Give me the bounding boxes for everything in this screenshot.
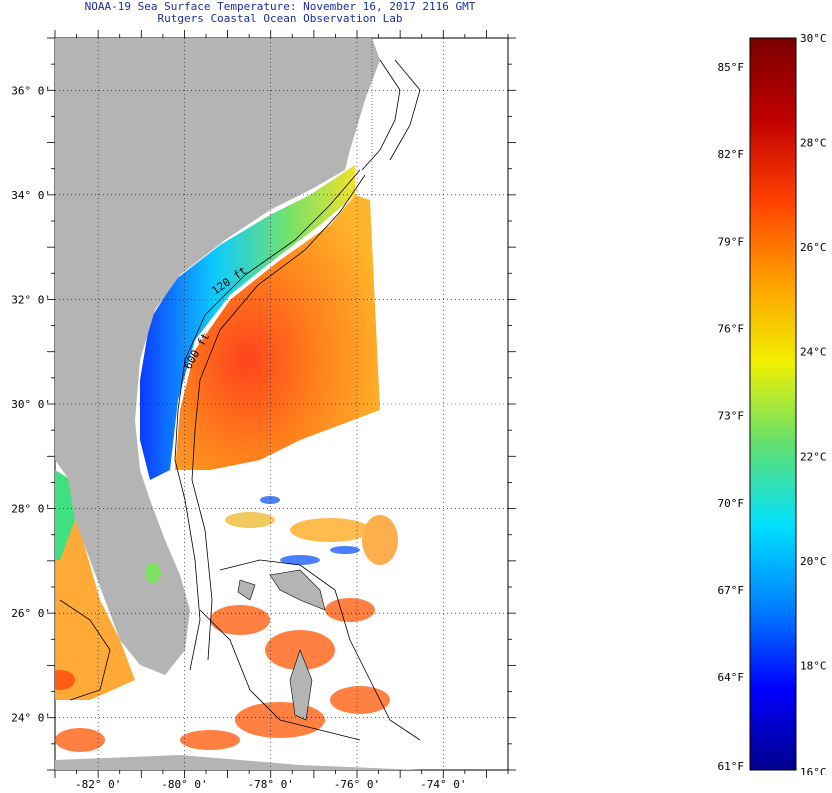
lon-label: -76° 0' (334, 778, 380, 791)
legend-celsius-label: 28°C (800, 137, 827, 150)
gulf-west-florida-water (55, 470, 135, 700)
legend-celsius-label: 18°C (800, 659, 827, 672)
legend-celsius-label: 16°C (800, 766, 827, 775)
lake-okeechobee (145, 563, 161, 583)
legend-fahrenheit-label: 67°F (718, 584, 745, 597)
legend-celsius-label: 26°C (800, 241, 827, 254)
lon-label: -74° 0' (420, 778, 466, 791)
lat-label: 32° 0' (11, 293, 51, 306)
map-subtitle: Rutgers Coastal Ocean Observation Lab (157, 12, 403, 25)
lat-label: 28° 0' (11, 503, 51, 516)
lon-label: -78° 0' (248, 778, 294, 791)
map-title: NOAA-19 Sea Surface Temperature: Novembe… (84, 0, 476, 13)
lat-label: 24° 0' (11, 712, 51, 725)
legend-colorbar (749, 37, 797, 771)
legend-fahrenheit-label: 70°F (718, 497, 745, 510)
axis-ticks (47, 30, 516, 778)
lat-label: 36° 0' (11, 84, 51, 97)
cuba-coast (55, 755, 420, 770)
legend-fahrenheit-label: 79°F (718, 235, 745, 248)
legend-celsius-label: 22°C (800, 450, 827, 463)
sst-map: 120 ft 600 ft 36° 0'34° 0'32° 0'30° 0'28… (11, 30, 516, 791)
temperature-legend: 85°F 82°F 79°F 76°F 73°F 70°F 67°F 64°F 61°F 30°… (718, 32, 827, 775)
legend-celsius-label: 30°C (800, 32, 827, 45)
bahamas-islands (237, 569, 326, 721)
legend-fahrenheit-label: 73°F (718, 410, 745, 423)
lon-label: -80° 0' (161, 778, 207, 791)
legend-fahrenheit-label: 82°F (718, 148, 745, 161)
legend-fahrenheit-label: 85°F (718, 61, 745, 74)
bathymetry-contours (59, 59, 421, 741)
legend-fahrenheit-label: 61°F (718, 760, 745, 773)
shelf-water-band (140, 165, 355, 480)
lat-label: 34° 0' (11, 189, 51, 202)
warm-water-region (175, 195, 380, 470)
gulf-cool-patch (55, 470, 75, 560)
legend-fahrenheit-label: 64°F (718, 671, 745, 684)
legend-celsius-label: 24°C (800, 346, 827, 359)
lat-label: 30° 0' (11, 398, 51, 411)
legend-fahrenheit-label: 76°F (718, 322, 745, 335)
us-mainland (55, 38, 380, 675)
legend-celsius-label: 20°C (800, 555, 827, 568)
lon-label: -82° 0' (75, 778, 121, 791)
scattered-blue-patches (260, 496, 360, 565)
scattered-sst-patches (55, 512, 398, 752)
lat-label: 26° 0' (11, 607, 51, 620)
